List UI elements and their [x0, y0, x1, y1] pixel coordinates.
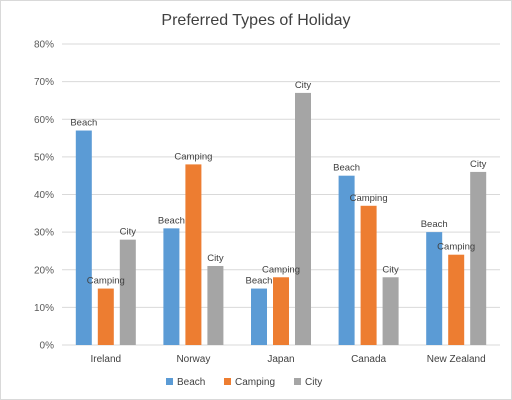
data-label: Camping — [174, 151, 212, 162]
data-label: Beach — [421, 219, 448, 230]
y-tick-label: 70% — [34, 77, 54, 88]
y-tick-label: 10% — [34, 303, 54, 314]
y-tick-label: 20% — [34, 265, 54, 276]
data-label: City — [295, 80, 312, 91]
legend-label: Camping — [235, 377, 275, 388]
bar-beach — [426, 232, 443, 345]
x-category-label: Canada — [351, 354, 386, 365]
y-axis-ticks: 0% 10% 20% 30% 40% 50% 60% 70% 80% — [34, 40, 54, 352]
bar-city — [119, 239, 136, 345]
data-label: Camping — [87, 276, 125, 287]
data-label: Beach — [158, 215, 185, 226]
y-tick-label: 0% — [40, 341, 55, 352]
legend-label: Beach — [177, 377, 205, 388]
data-label: Camping — [262, 264, 300, 275]
bar-camping — [448, 254, 465, 345]
bar-beach — [251, 288, 267, 345]
bar-camping — [185, 164, 202, 345]
y-tick-label: 50% — [34, 152, 54, 163]
data-label: City — [120, 227, 137, 238]
legend-swatch-beach — [166, 378, 173, 385]
bar-camping — [97, 288, 114, 345]
y-tick-label: 40% — [34, 190, 54, 201]
data-label: City — [207, 253, 224, 264]
bars — [75, 92, 487, 345]
legend-label: City — [305, 377, 322, 388]
bar-beach — [338, 175, 355, 345]
x-axis-categories: Ireland Norway Japan Canada New Zealand — [91, 354, 486, 365]
data-label: Beach — [246, 276, 273, 287]
bar-camping — [273, 277, 289, 345]
data-label: Beach — [70, 118, 97, 129]
bar-camping — [360, 205, 377, 345]
bar-city — [470, 171, 487, 345]
y-tick-label: 60% — [34, 115, 54, 126]
data-label: Beach — [333, 163, 360, 174]
bar-beach — [75, 130, 92, 345]
data-label: City — [470, 159, 487, 170]
y-tick-label: 80% — [34, 40, 54, 51]
x-category-label: Ireland — [91, 354, 122, 365]
y-tick-label: 30% — [34, 228, 54, 239]
data-label: City — [382, 264, 399, 275]
bar-city — [207, 265, 224, 345]
data-label: Camping — [437, 242, 475, 253]
legend: Beach Camping City — [166, 377, 322, 388]
data-label: Camping — [350, 193, 388, 204]
legend-swatch-camping — [224, 378, 231, 385]
legend-swatch-city — [294, 378, 301, 385]
data-labels: BeachCampingCityBeachCampingCityBeachCam… — [70, 80, 486, 287]
x-category-label: Japan — [267, 354, 294, 365]
bar-city — [382, 277, 399, 345]
bar-city — [295, 92, 311, 345]
x-category-label: Norway — [176, 354, 210, 365]
x-category-label: New Zealand — [427, 354, 486, 365]
bar-beach — [163, 228, 180, 345]
chart-title: Preferred Types of Holiday — [161, 12, 350, 29]
